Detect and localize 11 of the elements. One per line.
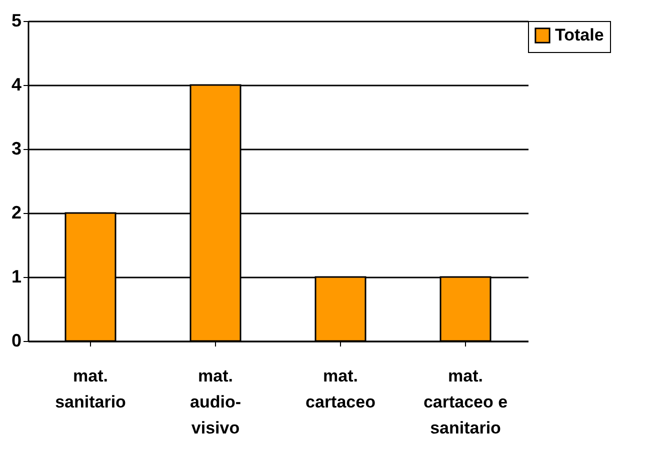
y-tick-label: 3	[11, 138, 22, 158]
x-tick-label: mat. sanitario	[55, 366, 126, 412]
y-tick-label: 2	[11, 202, 22, 222]
y-tick-label: 1	[11, 266, 22, 286]
y-tick-label: 0	[11, 330, 22, 350]
legend-label: Totale	[555, 26, 604, 44]
x-tick-label: mat. cartaceo e sanitario	[423, 366, 508, 438]
y-tick-label: 4	[11, 74, 22, 94]
x-tick-label: mat. cartaceo	[306, 366, 376, 412]
y-tick-label: 5	[11, 10, 22, 30]
x-tick-label: mat. audio-visivo	[190, 366, 241, 438]
